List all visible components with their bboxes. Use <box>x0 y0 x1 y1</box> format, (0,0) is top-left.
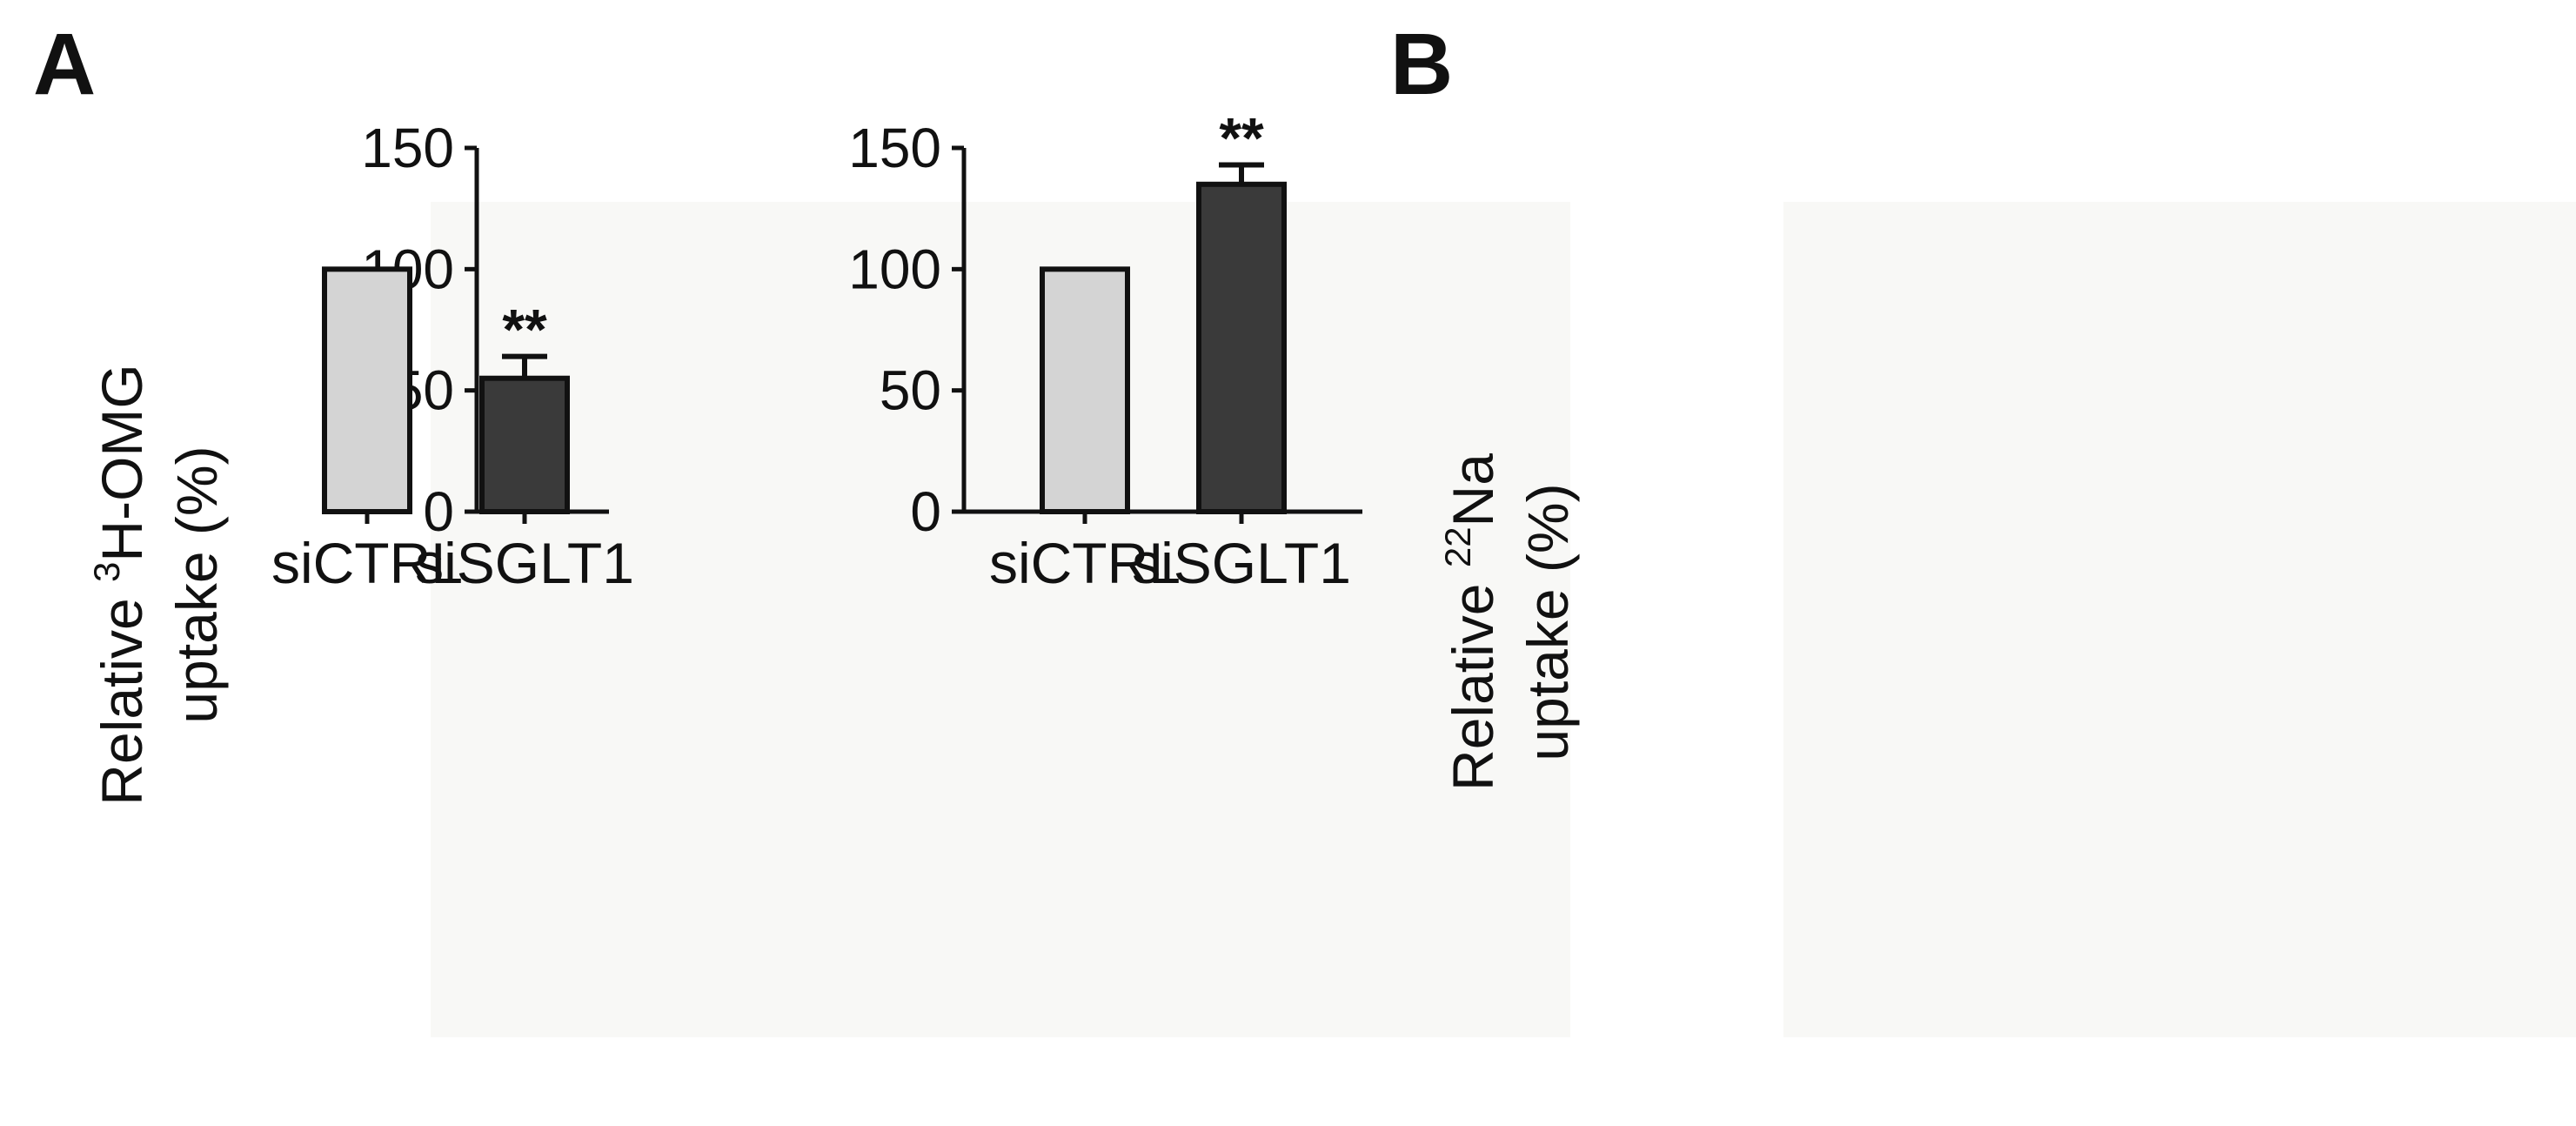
panel-a-y-axis-title: Relative 3H-OMG uptake (%) <box>86 364 229 805</box>
panel-b-letter: B <box>1390 16 1453 113</box>
panel-b-y-axis-title: Relative 22Na uptake (%) <box>1437 453 1580 791</box>
panel-a-y-axis-title-line-2: uptake (%) <box>164 446 229 723</box>
panel-b: B Relative 22Na uptake (%) 0 50 100 150 siCT… <box>848 16 2576 1037</box>
panel-a: A Relative 3H-OMG uptake (%) 0 50 100 150 si… <box>33 16 1570 1037</box>
panel-a-y-axis-title-line-1: Relative 3H-OMG <box>86 364 154 805</box>
panel-b-y-tick-label: 150 <box>848 117 941 179</box>
panel-b-y-axis-title-line-2-prefix: uptake (%) <box>1515 483 1580 761</box>
panel-b-y-tick-label: 50 <box>880 359 941 422</box>
panel-b-significance-sisglt1: ** <box>1219 106 1264 171</box>
panel-b-y-tick-label: 100 <box>848 238 941 300</box>
panel-b-bar-sictrl <box>1040 266 1130 514</box>
panel-a-y-axis-title-line-2-prefix: uptake (%) <box>164 446 229 723</box>
panel-a-y-axis-title-line-1-suffix: H-OMG <box>90 364 154 561</box>
panel-b-y-axis-title-line-1-sup: 22 <box>1437 526 1478 567</box>
panel-a-significance-sisglt1: ** <box>502 298 547 362</box>
panel-b-y-axis-title-line-2: uptake (%) <box>1515 483 1580 761</box>
panel-a-bar-sictrl <box>322 266 412 514</box>
panel-a-plot-background <box>431 202 1570 1037</box>
panel-b-x-tick-label-sisglt1: siSGLT1 <box>1132 531 1351 595</box>
panel-a-bar-sisglt1 <box>479 375 570 514</box>
panel-b-y-axis-title-line-1: Relative 22Na <box>1437 453 1505 791</box>
panel-a-x-tick-label-sictrl: siCTRL <box>271 531 463 595</box>
panel-b-y-tick-label: 0 <box>910 480 941 543</box>
panel-b-x-tick-label-sictrl: siCTRL <box>989 531 1181 595</box>
panel-a-x-tick-label-sisglt1: siSGLT1 <box>415 531 634 595</box>
panel-a-y-tick-label: 0 <box>423 480 454 543</box>
panel-b-bar-sisglt1 <box>1196 181 1287 515</box>
panel-b-plot-background <box>1783 202 2576 1037</box>
panel-a-letter: A <box>33 16 96 113</box>
panel-b-y-axis-title-line-1-prefix: Relative <box>1441 567 1505 791</box>
panel-a-y-tick-label: 150 <box>361 117 454 179</box>
panel-a-y-axis-title-line-1-prefix: Relative <box>90 582 154 806</box>
panel-b-y-axis-title-line-1-suffix: Na <box>1441 453 1505 527</box>
panel-a-y-axis-title-line-1-sup: 3 <box>86 562 127 582</box>
